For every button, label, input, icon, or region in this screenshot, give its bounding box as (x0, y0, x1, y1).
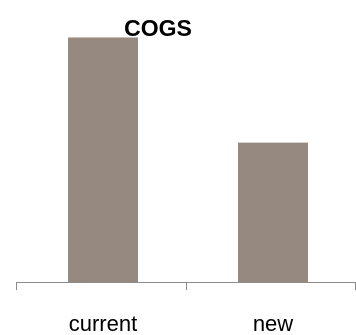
bar-new (238, 142, 308, 282)
bars-group (68, 37, 308, 282)
bar-current (68, 37, 138, 282)
x-axis (16, 282, 356, 290)
chart-title: COGS (124, 15, 192, 41)
x-tick-label-new: new (253, 311, 293, 335)
x-tick-labels: current new (69, 311, 294, 335)
x-tick-label-current: current (69, 311, 137, 335)
